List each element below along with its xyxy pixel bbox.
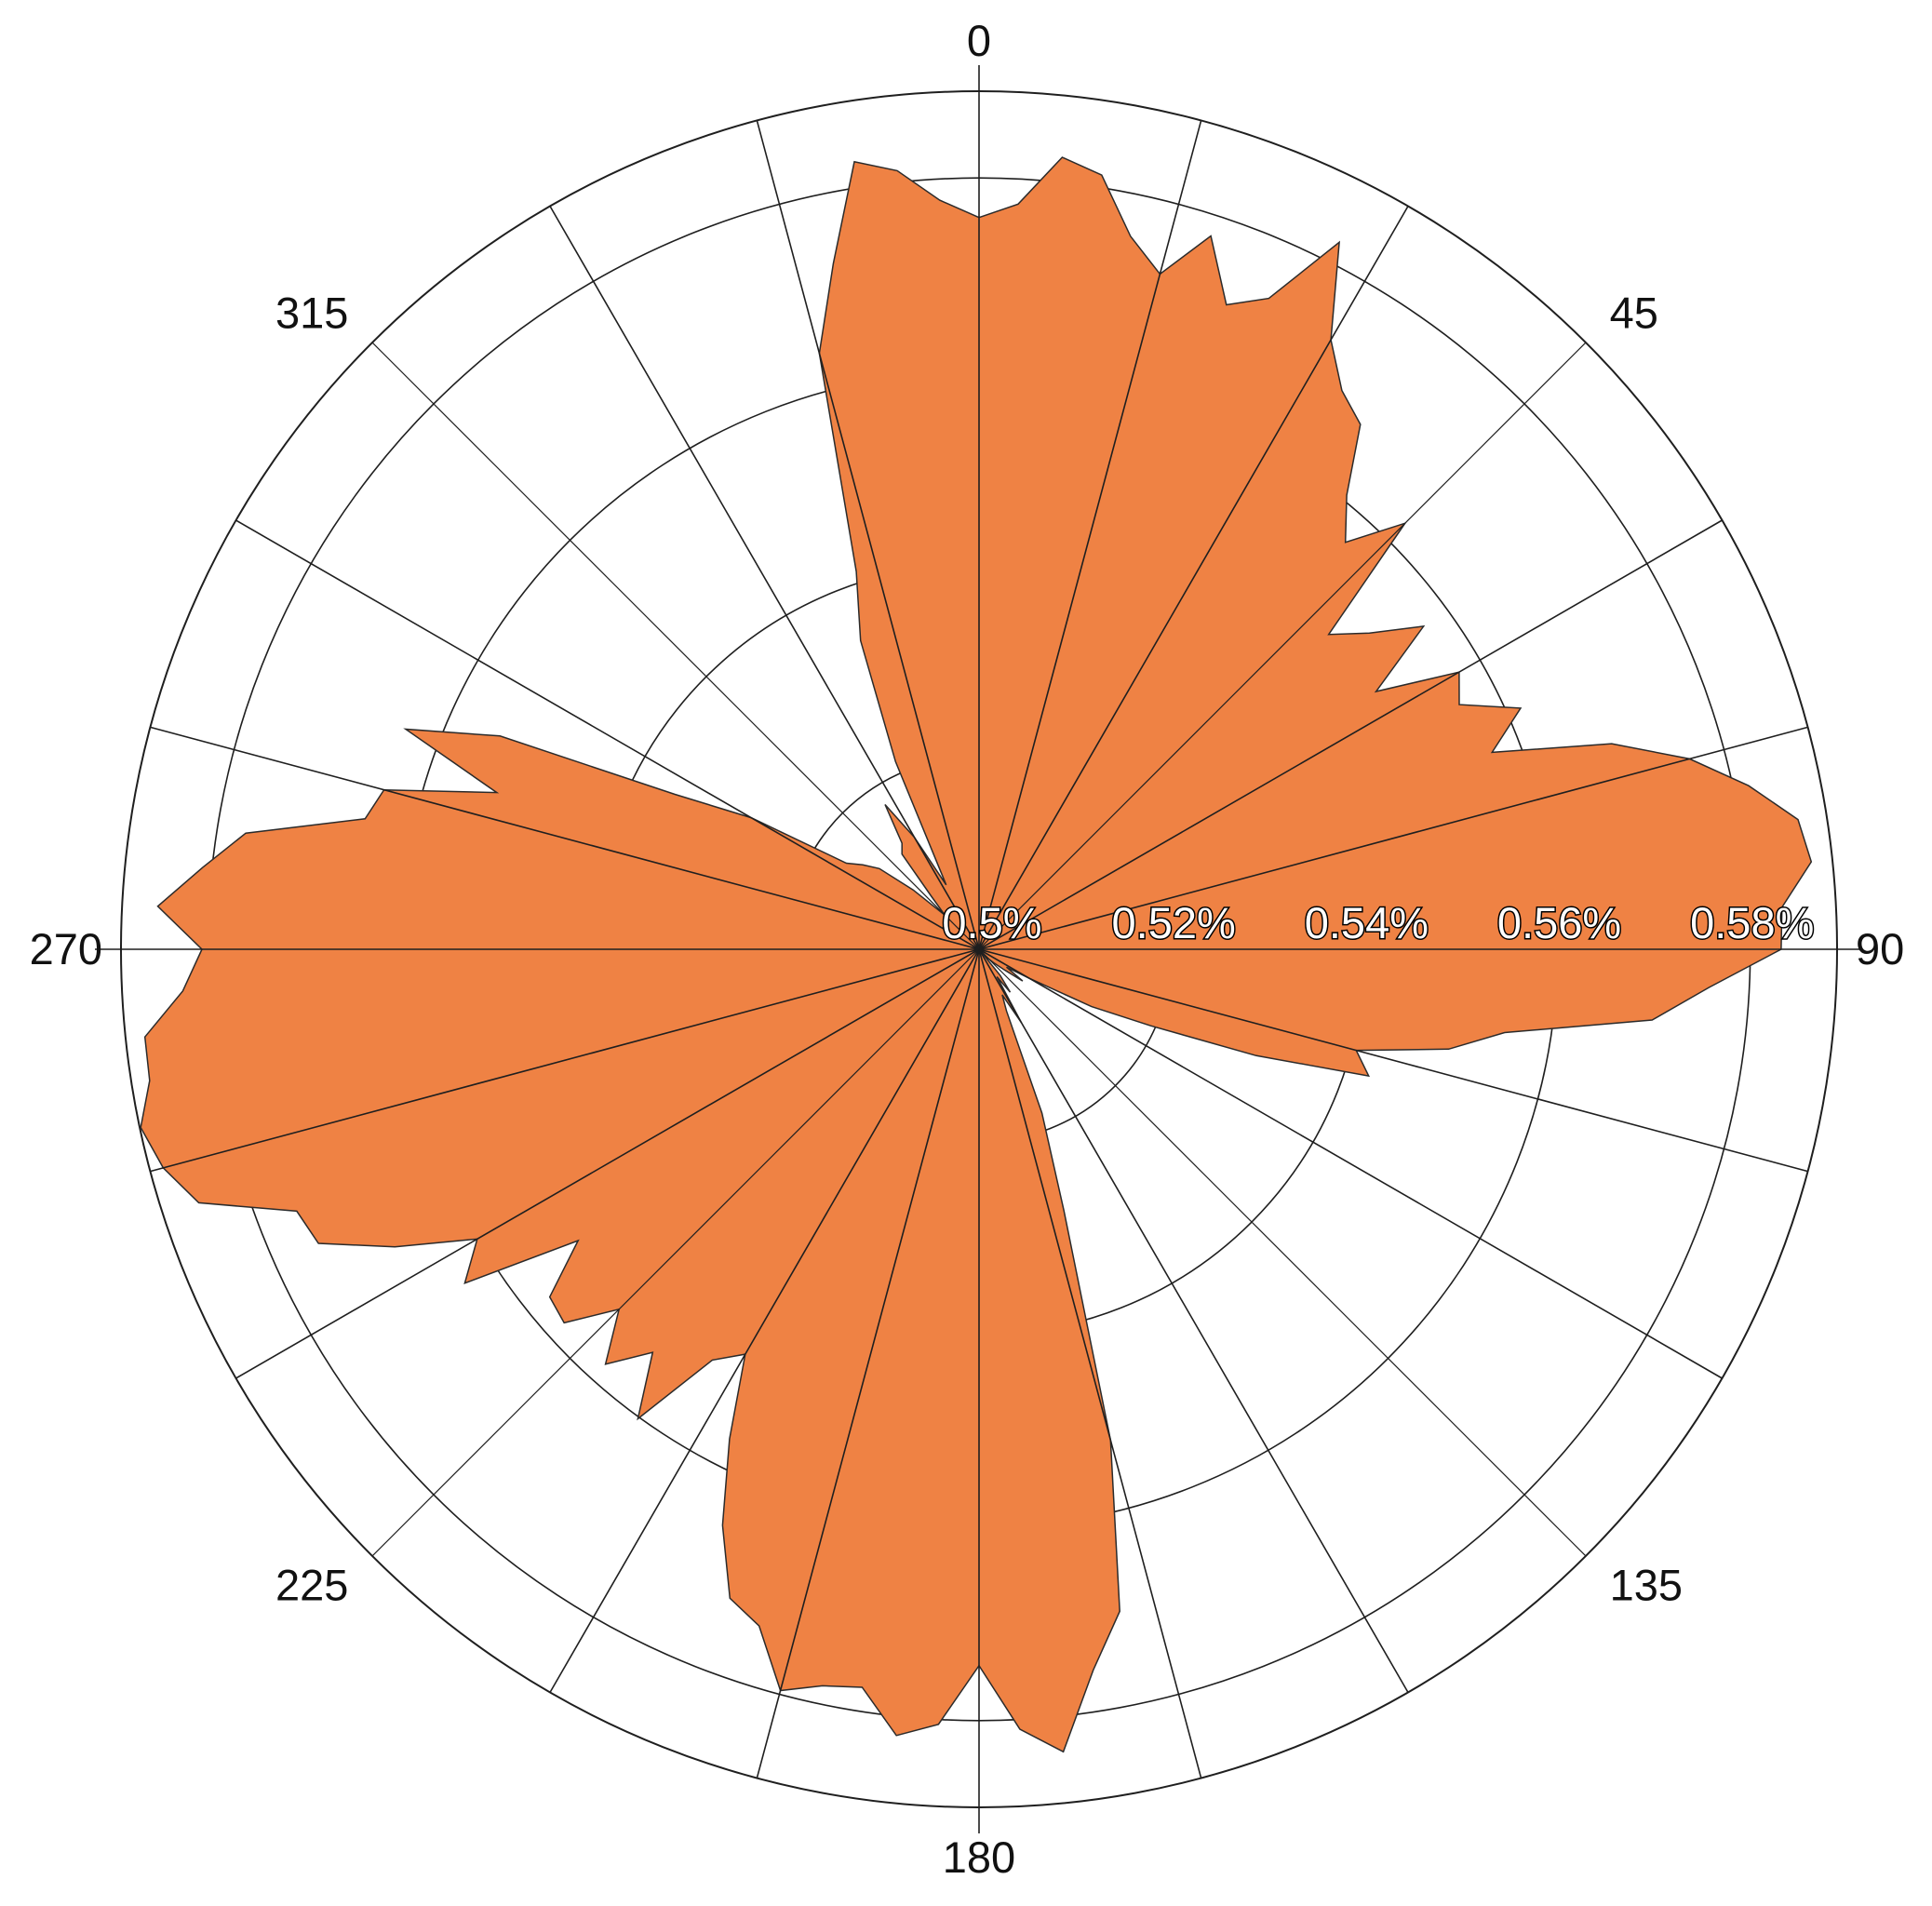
angle-label-135: 135 bbox=[1610, 1561, 1683, 1610]
grid-spoke-165 bbox=[978, 948, 1202, 1778]
grid-spoke-15 bbox=[978, 120, 1202, 950]
grid-spoke-135 bbox=[978, 948, 1587, 1557]
angle-tick-labels: 0 45 90 135 180 225 270 315 bbox=[30, 16, 1905, 1882]
angle-label-270: 270 bbox=[30, 924, 102, 973]
angle-label-45: 45 bbox=[1610, 288, 1658, 337]
angle-label-0: 0 bbox=[967, 16, 991, 65]
angle-label-315: 315 bbox=[275, 288, 348, 337]
grid-spoke-30 bbox=[978, 206, 1409, 950]
radial-label-0.5: 0.5% bbox=[942, 898, 1041, 947]
grid-spoke-60 bbox=[978, 519, 1723, 950]
grid-spoke-105 bbox=[978, 948, 1808, 1173]
grid-spoke-195 bbox=[756, 948, 980, 1778]
grid-spoke-240 bbox=[235, 948, 980, 1379]
grid-spoke-255 bbox=[150, 948, 980, 1173]
grid-spoke-210 bbox=[549, 948, 980, 1693]
angle-label-180: 180 bbox=[943, 1832, 1015, 1882]
grid-spoke-315 bbox=[371, 342, 980, 950]
radial-label-0.52: 0.52% bbox=[1112, 898, 1236, 947]
grid-spoke-300 bbox=[235, 519, 980, 950]
grid-spoke-120 bbox=[978, 948, 1723, 1379]
grid-spoke-150 bbox=[978, 948, 1409, 1693]
grid-spoke-330 bbox=[549, 206, 980, 950]
radial-label-0.56: 0.56% bbox=[1497, 898, 1621, 947]
angle-label-90: 90 bbox=[1856, 924, 1904, 973]
grid-spoke-75 bbox=[978, 726, 1808, 950]
radial-label-0.54: 0.54% bbox=[1305, 898, 1429, 947]
radial-tick-labels: 0.5% 0.52% 0.54% 0.56% 0.58% bbox=[941, 897, 1816, 949]
angle-label-225: 225 bbox=[275, 1561, 348, 1610]
grid-spoke-225 bbox=[371, 948, 980, 1557]
angular-grid-spokes bbox=[95, 65, 1863, 1833]
radial-label-0.58: 0.58% bbox=[1690, 898, 1814, 947]
grid-spoke-45 bbox=[978, 342, 1587, 950]
grid-spoke-345 bbox=[756, 120, 980, 950]
grid-spoke-285 bbox=[150, 726, 980, 950]
